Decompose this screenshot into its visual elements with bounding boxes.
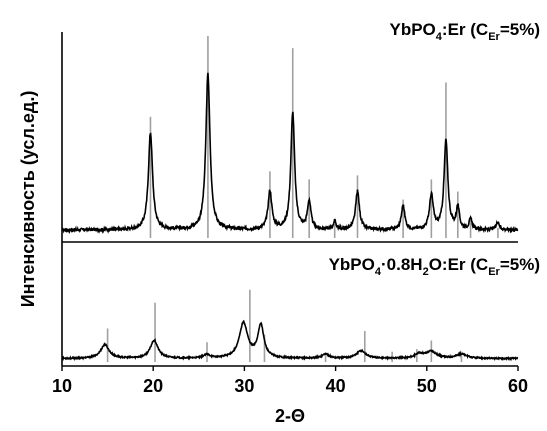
x-axis-ticks: 10 20 30 40 50 60 [52,366,528,396]
x-axis-label: 2-Θ [275,406,305,426]
panel-bottom: YbPO4·0.8H2O:Er (CEr=5%) [61,255,540,362]
x-tick-label: 30 [234,376,254,396]
x-tick-label: 60 [508,376,528,396]
x-tick-label: 40 [326,376,346,396]
bottom-pattern-line [61,319,519,362]
bottom-panel-label: YbPO4·0.8H2O:Er (CEr=5%) [329,255,540,278]
y-axis-label: Интенсивность (усл.ед.) [18,91,38,308]
top-pattern-line [61,72,519,235]
panel-top: YbPO4:Er (CEr=5%) [61,20,541,238]
bottom-reference-lines [106,289,463,362]
top-panel-label: YbPO4:Er (CEr=5%) [390,20,541,43]
x-tick-label: 50 [417,376,437,396]
x-tick-label: 10 [52,376,72,396]
x-tick-label: 20 [143,376,163,396]
top-reference-lines [149,36,499,238]
